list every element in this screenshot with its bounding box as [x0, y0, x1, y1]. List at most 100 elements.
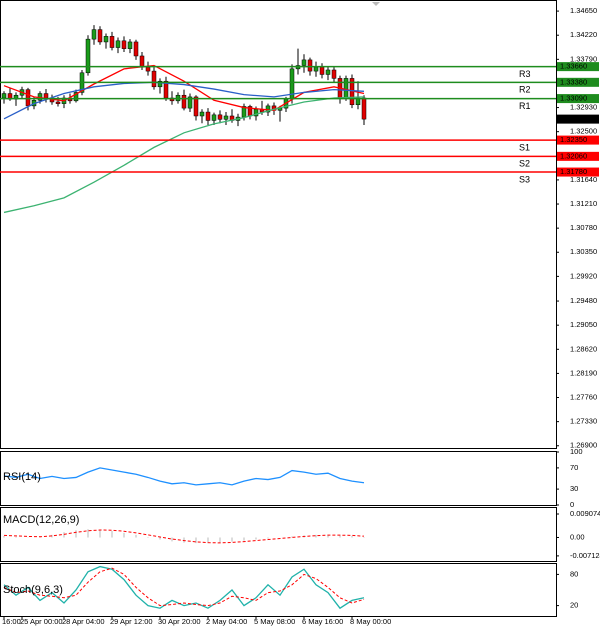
y-tick-label: 0.00	[570, 532, 585, 541]
candle-body	[157, 80, 163, 88]
candle-body	[217, 114, 223, 120]
indicator-line	[3, 567, 365, 607]
candle-body	[301, 59, 307, 66]
candle-body	[325, 69, 331, 75]
shift-marker	[372, 2, 380, 6]
candle-body	[127, 41, 133, 49]
candle-body	[25, 89, 31, 107]
y-tick-label: 1.28620	[570, 344, 597, 353]
x-tick-label: 5 May 08:00	[254, 617, 295, 626]
y-tick-label: 1.29050	[570, 320, 597, 329]
x-tick-label: 30 Apr 20:00	[158, 617, 201, 626]
indicator-line	[3, 565, 365, 610]
level-price-box	[557, 151, 599, 161]
indicator-line	[3, 529, 365, 544]
candle-body	[193, 96, 199, 117]
candle-body	[307, 59, 313, 72]
candle-body	[133, 41, 139, 57]
candle-body	[91, 29, 97, 40]
y-tick-label: 1.27760	[570, 393, 597, 402]
panel-title: RSI(14)	[3, 471, 41, 483]
y-tick-label: 0.009074	[570, 509, 600, 518]
candle-body	[343, 78, 349, 99]
level-name: R2	[519, 85, 531, 95]
y-tick-label: 1.28190	[570, 368, 597, 377]
x-tick-label: 6 May 16:00	[302, 617, 343, 626]
y-tick-label: 20	[570, 601, 578, 610]
candle-body	[73, 92, 79, 102]
level-name: S3	[519, 174, 530, 184]
y-tick-label: 1.34650	[570, 6, 597, 15]
level-name: R1	[519, 101, 531, 111]
y-tick-label: 1.32500	[570, 127, 597, 136]
y-tick-label: 1.31640	[570, 175, 597, 184]
x-tick-label: 29 Apr 12:00	[110, 617, 153, 626]
candle-body	[115, 40, 121, 48]
x-tick-label: 16:00	[2, 617, 21, 626]
level-price-label: 1.33380	[560, 77, 587, 86]
level-price-box	[557, 167, 599, 177]
indicator-line	[3, 81, 365, 120]
y-tick-label: 80	[570, 569, 578, 578]
last-price-box	[557, 114, 599, 124]
candle-body	[199, 111, 205, 117]
candle-body	[1, 93, 7, 99]
level-name: S1	[519, 142, 530, 152]
candle-body	[361, 97, 367, 120]
level-price-label: 1.32350	[560, 135, 587, 144]
level-price-box	[557, 62, 599, 72]
y-tick-label: 30	[570, 484, 578, 493]
candle-body	[265, 105, 271, 113]
stoch-panel-frame	[0, 563, 557, 617]
y-tick-label: 1.34220	[570, 30, 597, 39]
candle-body	[145, 66, 151, 72]
main-panel-frame	[0, 0, 557, 449]
candle-body	[121, 40, 127, 49]
candle-body	[103, 36, 109, 43]
x-tick-label: 28 Apr 04:00	[62, 617, 105, 626]
level-name: S2	[519, 159, 530, 169]
candle-body	[223, 115, 229, 120]
candle-body	[151, 70, 157, 88]
y-tick-label: 1.32930	[570, 103, 597, 112]
level-price-label: 1.32060	[560, 151, 587, 160]
x-tick-label: 25 Apr 00:00	[20, 617, 63, 626]
rsi-panel-frame	[0, 451, 557, 506]
candle-body	[331, 69, 337, 79]
level-name: R3	[519, 69, 531, 79]
y-tick-label: 1.33790	[570, 54, 597, 63]
candle-body	[97, 29, 103, 43]
y-tick-label: 100	[570, 447, 583, 456]
candle-body	[109, 36, 115, 48]
y-tick-label: -0.007124	[570, 551, 600, 560]
y-tick-label: 1.27330	[570, 417, 597, 426]
y-tick-label: 1.29480	[570, 296, 597, 305]
y-tick-label: 1.30350	[570, 247, 597, 256]
candle-body	[43, 93, 49, 99]
candle-body	[205, 111, 211, 121]
candle-body	[187, 96, 193, 109]
y-tick-label: 1.31210	[570, 199, 597, 208]
macd-panel-frame	[0, 507, 557, 562]
y-tick-label: 1.26900	[570, 441, 597, 450]
level-price-box	[557, 135, 599, 145]
level-price-box	[557, 77, 599, 87]
level-price-box	[557, 94, 599, 104]
x-tick-label: 2 May 04:00	[206, 617, 247, 626]
level-price-label: 1.31780	[560, 167, 587, 176]
last-price-label: 1.32724	[560, 114, 587, 123]
candle-body	[319, 66, 325, 75]
candle-body	[181, 94, 187, 109]
indicator-line	[3, 96, 365, 214]
y-tick-label: 1.29920	[570, 271, 597, 280]
y-tick-label: 70	[570, 463, 578, 472]
candle-body	[313, 66, 319, 72]
panel-title: MACD(12,26,9)	[3, 514, 79, 526]
panel-title: Stoch(9,6,3)	[3, 584, 63, 596]
level-price-label: 1.33090	[560, 94, 587, 103]
candle-body	[211, 114, 217, 121]
candle-body	[139, 55, 145, 68]
level-price-label: 1.33660	[560, 62, 587, 71]
